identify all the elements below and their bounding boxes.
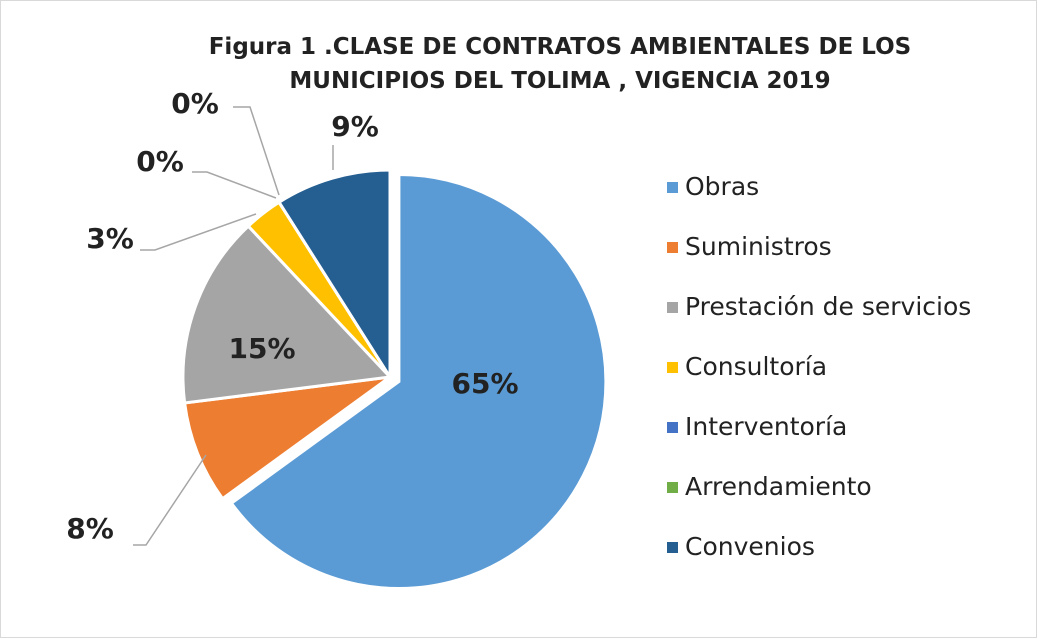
legend-label: Arrendamiento [685,472,872,501]
pie-slice [277,168,392,383]
legend-swatch [667,422,678,433]
legend-label: Consultoría [685,352,827,381]
legend-swatch [667,362,678,373]
legend-label: Convenios [685,532,815,561]
legend-swatch [667,242,678,253]
leader-line [233,106,280,196]
leader-line [140,213,257,251]
legend-swatch [667,182,678,193]
pie-slice [181,223,394,405]
legend-swatch [667,302,678,313]
legend-label: Prestación de servicios [685,292,971,321]
legend-label: Obras [685,172,759,201]
chart-title: Figura 1 .CLASE DE CONTRATOS AMBIENTALES… [208,34,912,94]
pie-slice [182,375,391,501]
data-label: 9% [331,110,379,143]
data-label: 0% [136,145,184,178]
leader-line [133,454,207,546]
legend-swatch [667,482,678,493]
data-label: 65% [451,367,518,400]
legend-swatch [667,542,678,553]
data-label: 3% [86,222,134,255]
legend-label: Interventoría [685,412,847,441]
data-label: 0% [171,87,219,120]
data-label: 15% [228,332,295,365]
leader-line [192,171,277,199]
pie-slice [229,173,608,590]
data-label: 8% [66,512,114,545]
legend-label: Suministros [685,232,832,261]
